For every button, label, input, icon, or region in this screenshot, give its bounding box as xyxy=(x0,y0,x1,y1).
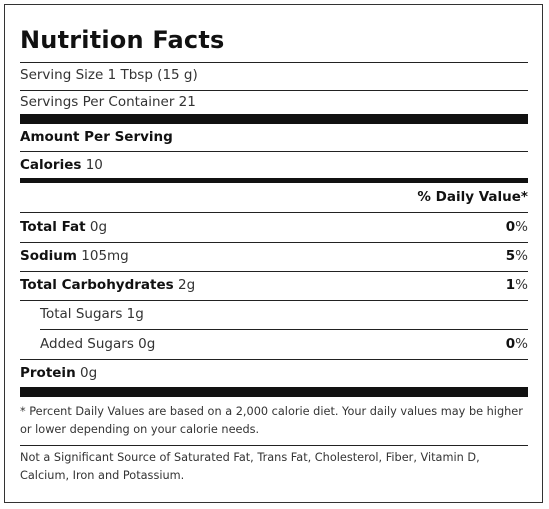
thick-divider xyxy=(20,114,528,124)
servings-per-container: Servings Per Container 21 xyxy=(20,94,196,110)
divider xyxy=(20,271,528,272)
medium-divider xyxy=(20,178,528,183)
daily-value-header: % Daily Value* xyxy=(417,189,528,205)
not-significant-note: Not a Significant Source of Saturated Fa… xyxy=(20,451,480,482)
divider xyxy=(20,151,528,152)
nutrient-row-sodium: Sodium 105mg 5% xyxy=(20,247,528,265)
nutrient-amount: 1g xyxy=(126,306,144,322)
serving-size: Serving Size 1 Tbsp (15 g) xyxy=(20,67,198,83)
label-title: Nutrition Facts xyxy=(20,26,225,54)
nutrient-label: Total Fat xyxy=(20,219,86,235)
calories-value: 10 xyxy=(85,157,103,173)
nutrient-label: Added Sugars xyxy=(40,336,134,352)
nutrition-facts-label: Nutrition Facts Serving Size 1 Tbsp (15 … xyxy=(4,4,543,503)
nutrient-label: Protein xyxy=(20,365,76,381)
divider xyxy=(20,445,528,446)
label-content: Nutrition Facts Serving Size 1 Tbsp (15 … xyxy=(20,5,528,502)
divider xyxy=(20,300,528,301)
nutrient-daily-value: 0% xyxy=(505,219,528,235)
nutrient-label: Total Sugars xyxy=(40,306,123,322)
divider xyxy=(20,359,528,360)
nutrient-amount: 105mg xyxy=(81,248,129,264)
nutrient-daily-value: 1% xyxy=(505,277,528,293)
divider xyxy=(20,90,528,91)
nutrient-row-total-sugars: Total Sugars 1g xyxy=(40,305,528,323)
nutrient-daily-value: 5% xyxy=(505,248,528,264)
calories-label: Calories xyxy=(20,157,82,173)
divider xyxy=(40,329,528,330)
nutrient-row-total-carbohydrates: Total Carbohydrates 2g 1% xyxy=(20,276,528,294)
calories-row: Calories 10 xyxy=(20,156,528,174)
amount-per-serving: Amount Per Serving xyxy=(20,129,173,145)
daily-value-footnote: * Percent Daily Values are based on a 2,… xyxy=(20,405,523,436)
nutrient-amount: 0g xyxy=(89,219,108,235)
nutrient-row-protein: Protein 0g xyxy=(20,364,528,382)
nutrient-amount: 0g xyxy=(138,336,156,352)
nutrient-label: Total Carbohydrates xyxy=(20,277,174,293)
nutrient-label-group: Added Sugars 0g xyxy=(40,335,155,353)
thick-divider xyxy=(20,387,528,397)
nutrient-label: Sodium xyxy=(20,248,77,264)
nutrient-amount: 2g xyxy=(177,277,196,293)
nutrient-daily-value: 0% xyxy=(505,336,528,352)
nutrient-amount: 0g xyxy=(79,365,98,381)
divider xyxy=(20,242,528,243)
divider xyxy=(20,62,528,63)
nutrient-row-total-fat: Total Fat 0g 0% xyxy=(20,218,528,236)
divider xyxy=(20,212,528,213)
